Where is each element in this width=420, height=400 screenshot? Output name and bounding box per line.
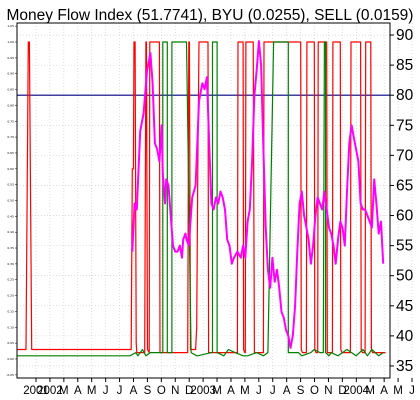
x-tick-label: D [338,385,346,397]
x-tick-label: M [87,385,97,397]
x-tick-label: A [227,385,235,397]
left-tick-label: 0.75 [7,119,14,123]
left-tick-label: 0.25 [7,278,14,282]
left-tick-label: 0.30 [7,262,14,266]
x-tick-label: A [283,385,291,397]
left-tick-label: 0.90 [7,72,14,76]
left-tick-label: 0.00 [7,357,14,361]
buy-series-line [17,41,384,357]
left-tick-label: 0.20 [7,294,14,298]
x-tick-label: N [171,385,179,397]
right-tick-label: 60 [396,208,414,225]
x-tick-label: A [130,385,138,397]
plot-frame [16,22,391,379]
left-tick-label: -0.05 [6,373,14,377]
right-tick-label: 45 [396,298,413,315]
x-tick-label: A [380,385,388,397]
left-tick-label: 0.60 [7,167,14,171]
right-tick-label: 65 [396,177,413,194]
left-tick-label: 0.50 [7,199,14,203]
left-tick-label: 0.95 [7,56,14,60]
right-axis-ticks: 35 40 45 50 55 60 65 70 75 80 85 90 [390,27,414,375]
right-tick-label: 85 [396,57,413,74]
series-layer [17,40,386,357]
x-tick-label: O [157,385,166,397]
left-axis-ticks: 1.05 1.00 0.95 0.90 0.85 0.80 0.75 0.70 0.65 0.60… [6,24,17,377]
x-tick-label: J [103,385,109,397]
x-tick-label: 2001 [23,385,49,397]
right-tick-label: 40 [396,328,414,345]
left-tick-label: 0.55 [7,183,14,187]
x-tick-label: D [185,385,193,397]
plot-border [16,22,391,379]
right-tick-label: 70 [396,147,414,164]
left-tick-label: 0.10 [7,325,14,329]
x-tick-label: M [393,385,403,397]
x-tick-label: 2004 [343,385,369,397]
sell-series-line [17,41,386,354]
right-tick-label: 75 [396,117,413,134]
x-tick-label: 2003 [190,385,216,397]
x-tick-label: S [297,385,305,397]
x-tick-label: 2002 [37,385,63,397]
left-tick-label: 0.45 [7,214,14,218]
x-tick-label: A [74,385,82,397]
x-tick-label: J [256,385,262,397]
x-tick-label: J [270,385,276,397]
left-tick-label: 0.80 [7,103,14,107]
left-tick-label: 0.85 [7,88,14,92]
x-tick-label: J [409,385,415,397]
right-tick-label: 80 [396,87,414,104]
x-tick-label: N [324,385,332,397]
x-tick-label: M [240,385,250,397]
mfi-series-line [131,40,385,349]
left-tick-label: 0.35 [7,246,14,250]
left-tick-label: 1.05 [7,24,14,28]
left-tick-label: 0.40 [7,230,14,234]
x-tick-label: M [212,385,222,397]
right-tick-label: 50 [396,268,414,285]
right-tick-label: 35 [396,358,413,375]
x-tick-label: J [117,385,123,397]
x-tick-label: M [365,385,375,397]
left-tick-label: 0.15 [7,309,14,313]
left-tick-label: 1.00 [7,40,14,44]
right-tick-label: 90 [396,27,414,44]
right-tick-label: 55 [396,238,413,255]
x-tick-label: O [310,385,319,397]
left-tick-label: 0.70 [7,135,14,139]
chart-title: Money Flow Index (51.7741), BYU (0.0255)… [7,7,414,24]
left-tick-label: 0.05 [7,341,14,345]
x-tick-label: M [59,385,69,397]
left-tick-label: 0.65 [7,151,14,155]
x-tick-label: S [144,385,152,397]
